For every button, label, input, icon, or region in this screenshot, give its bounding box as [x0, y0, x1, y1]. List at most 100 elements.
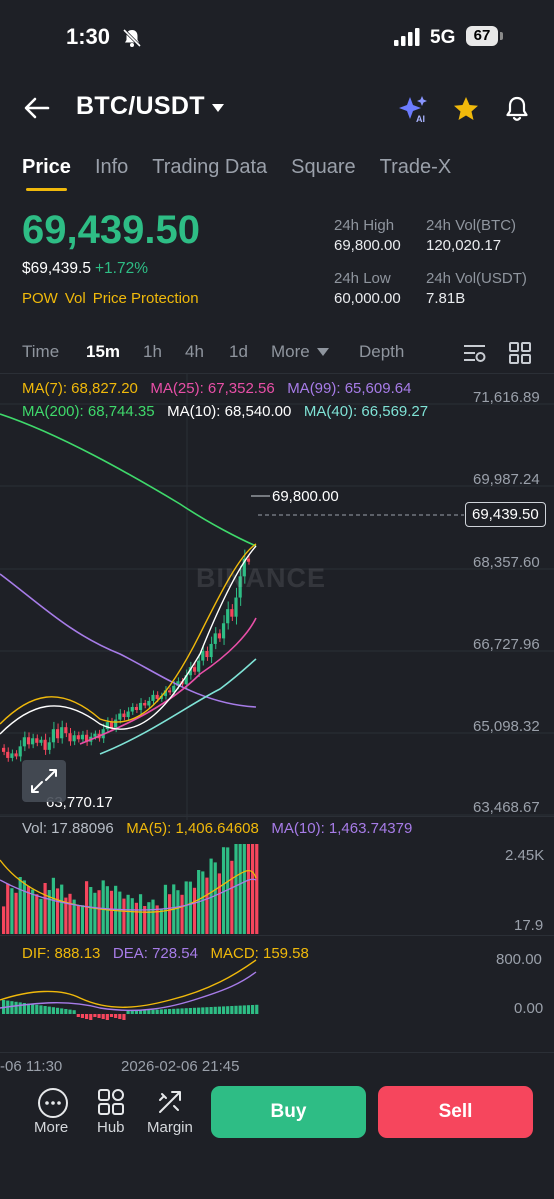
- candle-body: [26, 737, 31, 745]
- status-time: 1:30: [66, 24, 111, 49]
- vol-btc-label: 24h Vol(BTC): [426, 217, 517, 234]
- vol-usdt-label: 24h Vol(USDT): [426, 270, 527, 287]
- time-axis-label: -06 11:30: [0, 1058, 63, 1075]
- volume-bar: [234, 844, 238, 934]
- tab-price[interactable]: Price: [22, 156, 71, 191]
- candle-body: [31, 738, 35, 745]
- interval-15m[interactable]: 15m: [86, 342, 121, 361]
- macd-histogram-bar: [163, 1009, 168, 1014]
- tag-pow[interactable]: POW: [22, 290, 58, 307]
- macd-histogram-bar: [26, 1003, 31, 1014]
- candle-body: [105, 722, 109, 730]
- macd-histogram-bar: [43, 1006, 47, 1014]
- macd-legend: DIF: 888.13 DEA: 728.54 MACD: 159.58: [22, 945, 309, 962]
- more-icon[interactable]: [38, 1088, 68, 1118]
- volume-bar: [155, 905, 159, 934]
- star-favorite-icon[interactable]: [452, 95, 480, 123]
- candle-body: [85, 734, 89, 742]
- interval-4h[interactable]: 4h: [185, 342, 204, 361]
- interval-more[interactable]: More: [271, 342, 310, 361]
- tab-trade-x[interactable]: Trade-X: [379, 156, 452, 178]
- layout-grid-icon[interactable]: [509, 342, 531, 364]
- high-marker-label: 69,800.00: [272, 488, 339, 505]
- sell-button[interactable]: Sell: [378, 1086, 533, 1138]
- margin-icon[interactable]: [156, 1088, 184, 1116]
- ai-sparkle-icon[interactable]: AI: [398, 94, 430, 124]
- battery-icon: 67: [466, 26, 503, 46]
- pair-title[interactable]: BTC/USDT: [76, 92, 205, 120]
- nav-more-label[interactable]: More: [34, 1119, 69, 1136]
- candle-body: [217, 633, 221, 639]
- price-axis-tick: 65,098.32: [473, 718, 540, 735]
- macd-chart[interactable]: [0, 950, 554, 1052]
- volume-ma10-line: [0, 878, 257, 911]
- candle-body: [147, 700, 151, 706]
- macd-histogram-bar: [72, 1010, 76, 1014]
- ma-legend-row-2: MA(200): 68,744.35 MA(10): 68,540.00 MA(…: [22, 403, 428, 420]
- ma7-label: MA(7): 68,827.20: [22, 380, 138, 397]
- ma25-label: MA(25): 67,352.56: [150, 380, 275, 397]
- volume-bar: [192, 887, 197, 934]
- expand-icon[interactable]: [22, 760, 66, 802]
- caret-down-icon[interactable]: [211, 103, 225, 113]
- macd-histogram-bar: [76, 1014, 80, 1017]
- nav-margin-label[interactable]: Margin: [147, 1119, 193, 1136]
- interval-depth[interactable]: Depth: [359, 342, 405, 361]
- divider: [0, 1052, 554, 1053]
- ma99-line: [0, 573, 257, 708]
- hub-icon[interactable]: [97, 1088, 125, 1116]
- macd-histogram-bar: [251, 1005, 255, 1014]
- volume-label: Vol: 17.88096: [22, 820, 114, 837]
- candle-body: [122, 713, 126, 718]
- tab-info[interactable]: Info: [94, 156, 129, 178]
- volume-bar: [255, 844, 259, 934]
- macd-histogram-bar: [246, 1005, 251, 1014]
- ma10-line: [0, 545, 257, 735]
- interval-1h[interactable]: 1h: [143, 342, 162, 361]
- volume-bar: [226, 847, 230, 934]
- volume-bar: [118, 891, 122, 934]
- volume-bar: [242, 844, 246, 934]
- candle-body: [155, 694, 159, 699]
- current-price-tag[interactable]: 69,439.50: [465, 502, 546, 527]
- candle-body: [18, 746, 22, 757]
- indicator-settings-icon[interactable]: [463, 342, 487, 364]
- volume-chart[interactable]: [0, 840, 554, 936]
- interval-time[interactable]: Time: [22, 342, 60, 361]
- volume-bar: [168, 894, 172, 934]
- tag-vol[interactable]: Vol: [64, 290, 86, 307]
- interval-1d[interactable]: 1d: [229, 342, 248, 361]
- tag-price-protection[interactable]: Price Protection: [92, 290, 199, 307]
- high-label: 24h High: [334, 217, 395, 234]
- macd-histogram-bar: [118, 1014, 122, 1019]
- buy-button[interactable]: Buy: [211, 1086, 366, 1138]
- candle-body: [109, 722, 114, 728]
- price-axis-tick: 66,727.96: [473, 636, 540, 653]
- macd-histogram-bar: [80, 1014, 85, 1018]
- nav-hub-label[interactable]: Hub: [97, 1119, 125, 1136]
- tab-square[interactable]: Square: [291, 156, 356, 178]
- macd-histogram-bar: [64, 1009, 68, 1014]
- candle-body: [201, 651, 205, 661]
- candle-body: [172, 685, 176, 693]
- bell-alert-icon[interactable]: [504, 95, 530, 123]
- macd-histogram-bar: [217, 1006, 221, 1014]
- macd-histogram-bar: [122, 1014, 126, 1020]
- volume-ma10: MA(10): 1,463.74379: [271, 820, 413, 837]
- candle-body: [35, 738, 39, 743]
- candle-body: [213, 633, 217, 644]
- tab-trading-data[interactable]: Trading Data: [152, 156, 268, 178]
- more-caret-icon[interactable]: [317, 348, 329, 356]
- volume-bar: [122, 898, 126, 934]
- macd-axis-top: 800.00: [496, 951, 542, 968]
- volume-bar: [201, 871, 205, 934]
- volume-bar: [205, 877, 209, 934]
- candle-body: [197, 660, 201, 672]
- back-arrow-icon[interactable]: [24, 96, 50, 120]
- candle-body: [234, 597, 238, 617]
- volume-bar: [97, 890, 101, 934]
- fullscreen-button[interactable]: [22, 760, 66, 802]
- candle-body: [126, 711, 130, 718]
- candlestick-chart[interactable]: [0, 374, 554, 820]
- volume-bar: [6, 883, 10, 934]
